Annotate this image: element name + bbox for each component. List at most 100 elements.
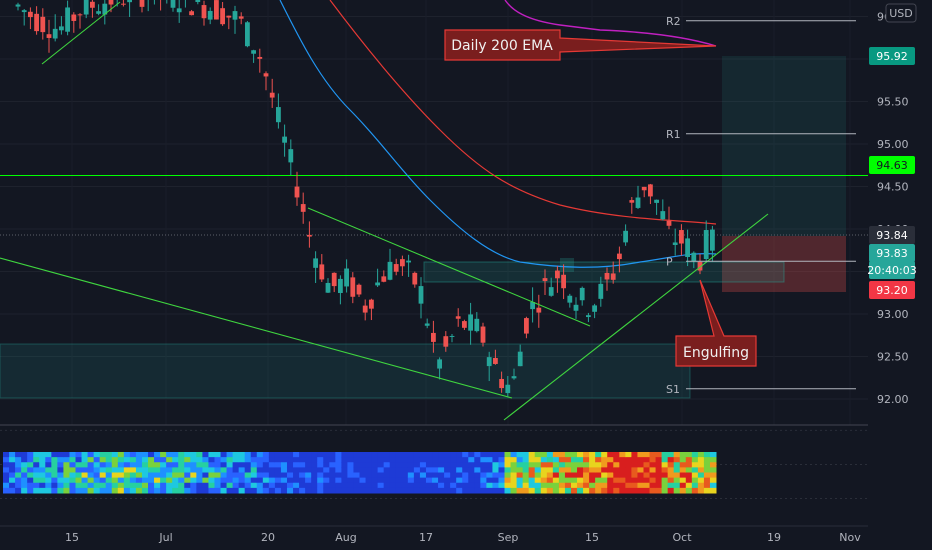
heatmap-cell <box>691 457 699 463</box>
heatmap-cell <box>625 487 632 494</box>
candle-down <box>381 276 387 282</box>
heatmap-cell <box>135 457 143 463</box>
heatmap-cell <box>407 457 415 463</box>
heatmap-cell <box>667 467 675 473</box>
heatmap-cell <box>401 487 409 494</box>
heatmap-cell <box>305 462 312 468</box>
heatmap-cell <box>311 472 318 479</box>
heatmap-cell <box>595 467 602 473</box>
pivot-label: R1 <box>666 128 681 141</box>
heatmap-cell <box>117 457 125 463</box>
heatmap-cell <box>232 462 240 468</box>
stop-zone <box>722 236 846 292</box>
heatmap-cell <box>486 487 493 494</box>
heatmap-cell <box>15 457 22 463</box>
heatmap-cell <box>552 472 560 479</box>
heatmap-cell <box>432 482 439 489</box>
heatmap-cell <box>353 482 360 489</box>
heatmap-cell <box>69 462 77 468</box>
heatmap-cell <box>432 487 439 494</box>
heatmap-cell <box>480 477 487 484</box>
heatmap-cell <box>111 452 119 458</box>
heatmap-cell <box>39 487 46 494</box>
heatmap-cell <box>154 467 161 473</box>
heatmap-cell <box>220 487 228 494</box>
heatmap-cell <box>123 462 131 468</box>
heatmap-cell <box>220 477 228 484</box>
heatmap-cell <box>232 482 240 489</box>
heatmap-cell <box>15 487 22 494</box>
heatmap-cell <box>57 472 64 479</box>
heatmap-cell <box>202 462 209 468</box>
heatmap-cell <box>160 487 167 494</box>
heatmap-cell <box>625 457 632 463</box>
heatmap-cell <box>389 467 397 473</box>
time-axis[interactable]: 15 Jul 20 Aug 17 Sep 15 Oct 19 Nov <box>65 531 861 544</box>
candlesticks <box>15 0 715 397</box>
heatmap-cell <box>504 452 512 458</box>
heatmap-cell <box>534 487 542 494</box>
candle-up <box>505 384 511 394</box>
heatmap-cell <box>172 477 179 484</box>
heatmap-cell <box>631 487 638 494</box>
currency-badge[interactable] <box>885 3 917 23</box>
candle-down <box>697 261 703 271</box>
heatmap-cell <box>117 482 125 489</box>
heatmap-cell <box>685 467 693 473</box>
heatmap-cell <box>208 467 215 473</box>
heatmap-cell <box>637 462 644 468</box>
heatmap-cell <box>462 477 469 484</box>
heatmap-cell <box>148 457 155 463</box>
heatmap-cell <box>407 482 415 489</box>
heatmap-cell <box>480 452 487 458</box>
heatmap-cell <box>51 462 58 468</box>
heatmap-cell <box>450 472 457 479</box>
heatmap-cell <box>564 467 572 473</box>
heatmap-cell <box>492 457 499 463</box>
heatmap-cell <box>432 462 439 468</box>
heatmap-cell <box>528 462 536 468</box>
heatmap-cell <box>395 457 403 463</box>
heatmap-cell <box>21 472 28 479</box>
heatmap-cell <box>268 482 276 489</box>
heatmap-cell <box>202 472 209 479</box>
candle-down <box>455 316 461 319</box>
heatmap-cell <box>244 482 252 489</box>
candle-up <box>424 323 430 326</box>
heatmap-cell <box>280 457 288 463</box>
heatmap-cell <box>75 472 83 479</box>
heatmap-cell <box>413 482 421 489</box>
heatmap-cell <box>172 462 179 468</box>
heatmap-cell <box>450 462 457 468</box>
heatmap-cell <box>631 472 638 479</box>
candle-down <box>679 230 684 244</box>
heatmap-cell <box>474 452 481 458</box>
heatmap-cell <box>87 467 95 473</box>
heatmap-cell <box>577 452 584 458</box>
heatmap-cell <box>377 477 385 484</box>
heatmap-cell <box>697 487 705 494</box>
heatmap-cell <box>480 457 487 463</box>
heatmap-cell <box>371 457 379 463</box>
heatmap-cell <box>438 487 445 494</box>
heatmap-cell <box>498 487 506 494</box>
heatmap-cell <box>81 482 89 489</box>
heatmap-cell <box>190 487 197 494</box>
heatmap-cell <box>570 487 578 494</box>
heatmap-cell <box>129 482 137 489</box>
heatmap-cell <box>685 452 693 458</box>
heatmap-cell <box>444 452 451 458</box>
heatmap-cell <box>274 452 282 458</box>
heatmap-cell <box>558 457 566 463</box>
heatmap-cell <box>280 452 288 458</box>
heatmap-cell <box>63 487 70 494</box>
candle-up <box>635 197 641 208</box>
candle-down <box>480 326 486 343</box>
heatmap-cell <box>190 467 197 473</box>
price-tick-label: 94.50 <box>877 181 909 194</box>
heatmap-cell <box>51 472 58 479</box>
candle-up <box>52 28 58 39</box>
heatmap-cell <box>492 487 499 494</box>
time-tick-label: Nov <box>839 531 861 544</box>
